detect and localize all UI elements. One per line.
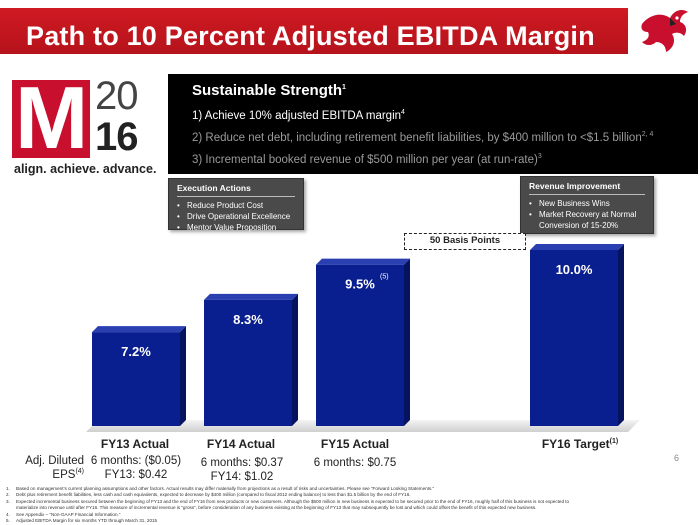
eps-fy14-6months: 6 months: $0.37 — [200, 457, 284, 469]
callout-item: Mentor Value Proposition — [177, 222, 295, 233]
strength-item-1: 1) Achieve 10% adjusted EBITDA margin4 — [192, 109, 405, 122]
bar-fy16 — [530, 250, 618, 426]
callout-item: Market Recovery at Normal Conversion of … — [529, 209, 645, 231]
bar-side-fy16 — [618, 244, 624, 426]
footnote: 2. Debt plus retirement benefit liabiliti… — [6, 492, 411, 498]
eps-fy13-6months: 6 months: ($0.05) — [90, 455, 182, 467]
callout-title: Revenue Improvement — [529, 181, 645, 195]
page-number: 6 — [674, 453, 680, 463]
data-label-fy16: 10.0% — [556, 262, 593, 277]
sustainable-strength-panel: Sustainable Strength1 1) Achieve 10% adj… — [168, 74, 698, 174]
cardinal-logo-icon — [641, 10, 688, 52]
bar-side-fy15 — [404, 258, 410, 426]
footnote: 3. Expected incremental business secured … — [6, 498, 570, 504]
revenue-improvement-callout: Revenue Improvement New Business Wins Ma… — [520, 176, 654, 234]
bar-fy15 — [316, 264, 404, 426]
strength-title: Sustainable Strength1 — [192, 82, 346, 99]
bar-top-fy14 — [204, 293, 298, 300]
callout-item: New Business Wins — [529, 198, 645, 209]
header: Path to 10 Percent Adjusted EBITDA Margi… — [0, 0, 700, 62]
data-label-fy14: 8.3% — [233, 312, 263, 327]
bar-fy13 — [92, 332, 180, 426]
footnote: 4. See Appendix – “Non-GAAP Financial Inf… — [6, 511, 121, 517]
logo-m-letter: M — [15, 68, 88, 167]
eps-fy13-full: FY13: $0.42 — [104, 469, 168, 481]
bar-top-fy13 — [92, 326, 186, 333]
data-label-fy15: 9.5% — [345, 277, 375, 292]
footnote: 5. Adjusted EBITDA Margin for six months … — [6, 518, 158, 524]
logo-tagline: align. achieve. advance. — [14, 162, 157, 176]
data-label-fy13: 7.2% — [121, 344, 151, 359]
bar-side-fy13 — [180, 326, 186, 426]
logo-m-block: M — [12, 74, 90, 162]
category-label-fy13: FY13 Actual — [100, 437, 170, 451]
logo-year-top: 20 — [95, 74, 138, 118]
category-label-fy14: FY14 Actual — [206, 437, 276, 451]
m2016-logo: M 20 16 align. achieve. advance. — [12, 74, 164, 180]
callout-item: Drive Operational Excellence — [177, 211, 295, 222]
footnote: 1. Based on management’s current planning… — [6, 486, 435, 491]
callout-item: Reduce Product Cost — [177, 200, 295, 211]
bar-side-fy14 — [292, 293, 298, 426]
basis-points-box: 50 Basis Points — [404, 233, 526, 250]
footnotes: 1. Based on management’s current planning… — [6, 486, 646, 524]
bar-top-fy16 — [530, 244, 624, 250]
strength-item-3: 3) Incremental booked revenue of $500 mi… — [192, 153, 542, 166]
execution-actions-callout: Execution Actions Reduce Product Cost Dr… — [168, 178, 304, 233]
title-bar: Path to 10 Percent Adjusted EBITDA Margi… — [0, 8, 628, 54]
page-title: Path to 10 Percent Adjusted EBITDA Margi… — [26, 21, 595, 51]
bar-top-fy15 — [316, 258, 410, 265]
footnote: materialize into revenue until after FY1… — [16, 505, 537, 511]
eps-fy14-full: FY14: $1.02 — [210, 471, 274, 483]
category-label-fy16: FY16 Target(1) — [541, 437, 619, 451]
logo-year-bottom: 16 — [95, 115, 138, 159]
category-label-fy15: FY15 Actual — [320, 437, 390, 451]
eps-row-label: Adj. Diluted EPS(4) — [25, 455, 84, 481]
callout-title: Execution Actions — [177, 183, 295, 197]
data-label-sup-fy15: (5) — [380, 274, 389, 281]
strength-item-2: 2) Reduce net debt, including retirement… — [192, 131, 654, 144]
eps-fy15-6months: 6 months: $0.75 — [313, 457, 397, 469]
bar-fy14 — [204, 299, 292, 426]
